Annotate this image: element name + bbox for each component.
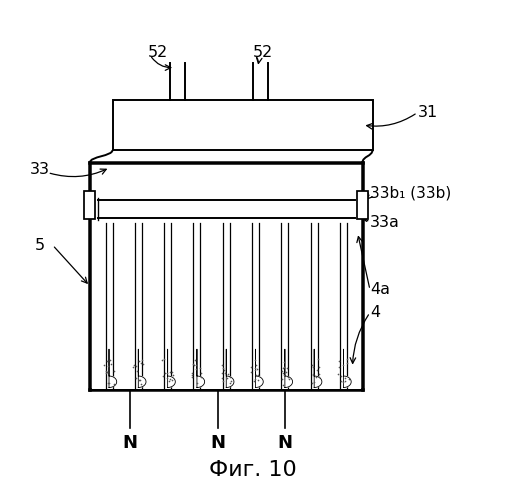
Text: 52: 52 bbox=[252, 45, 273, 60]
Text: 33: 33 bbox=[30, 162, 50, 178]
Polygon shape bbox=[109, 349, 117, 388]
Polygon shape bbox=[285, 349, 292, 388]
Text: N: N bbox=[123, 434, 137, 452]
Polygon shape bbox=[256, 349, 263, 388]
Text: 33a: 33a bbox=[370, 215, 400, 230]
Polygon shape bbox=[197, 349, 205, 388]
Polygon shape bbox=[343, 349, 351, 388]
Text: 4: 4 bbox=[370, 305, 380, 320]
Polygon shape bbox=[138, 349, 146, 388]
Bar bbox=[113, 100, 373, 150]
Text: 52: 52 bbox=[147, 45, 168, 60]
Text: 4a: 4a bbox=[370, 282, 390, 298]
Polygon shape bbox=[168, 349, 175, 388]
Polygon shape bbox=[226, 349, 234, 388]
Text: 33b₁ (33b): 33b₁ (33b) bbox=[370, 185, 451, 200]
Bar bbox=[91, 346, 361, 389]
Text: N: N bbox=[210, 434, 225, 452]
Text: Фиг. 10: Фиг. 10 bbox=[209, 460, 296, 480]
Text: 31: 31 bbox=[418, 105, 438, 120]
Polygon shape bbox=[314, 349, 322, 388]
Bar bbox=[357, 191, 368, 218]
Text: N: N bbox=[278, 434, 292, 452]
Bar bbox=[84, 191, 95, 218]
Text: 5: 5 bbox=[35, 238, 45, 252]
